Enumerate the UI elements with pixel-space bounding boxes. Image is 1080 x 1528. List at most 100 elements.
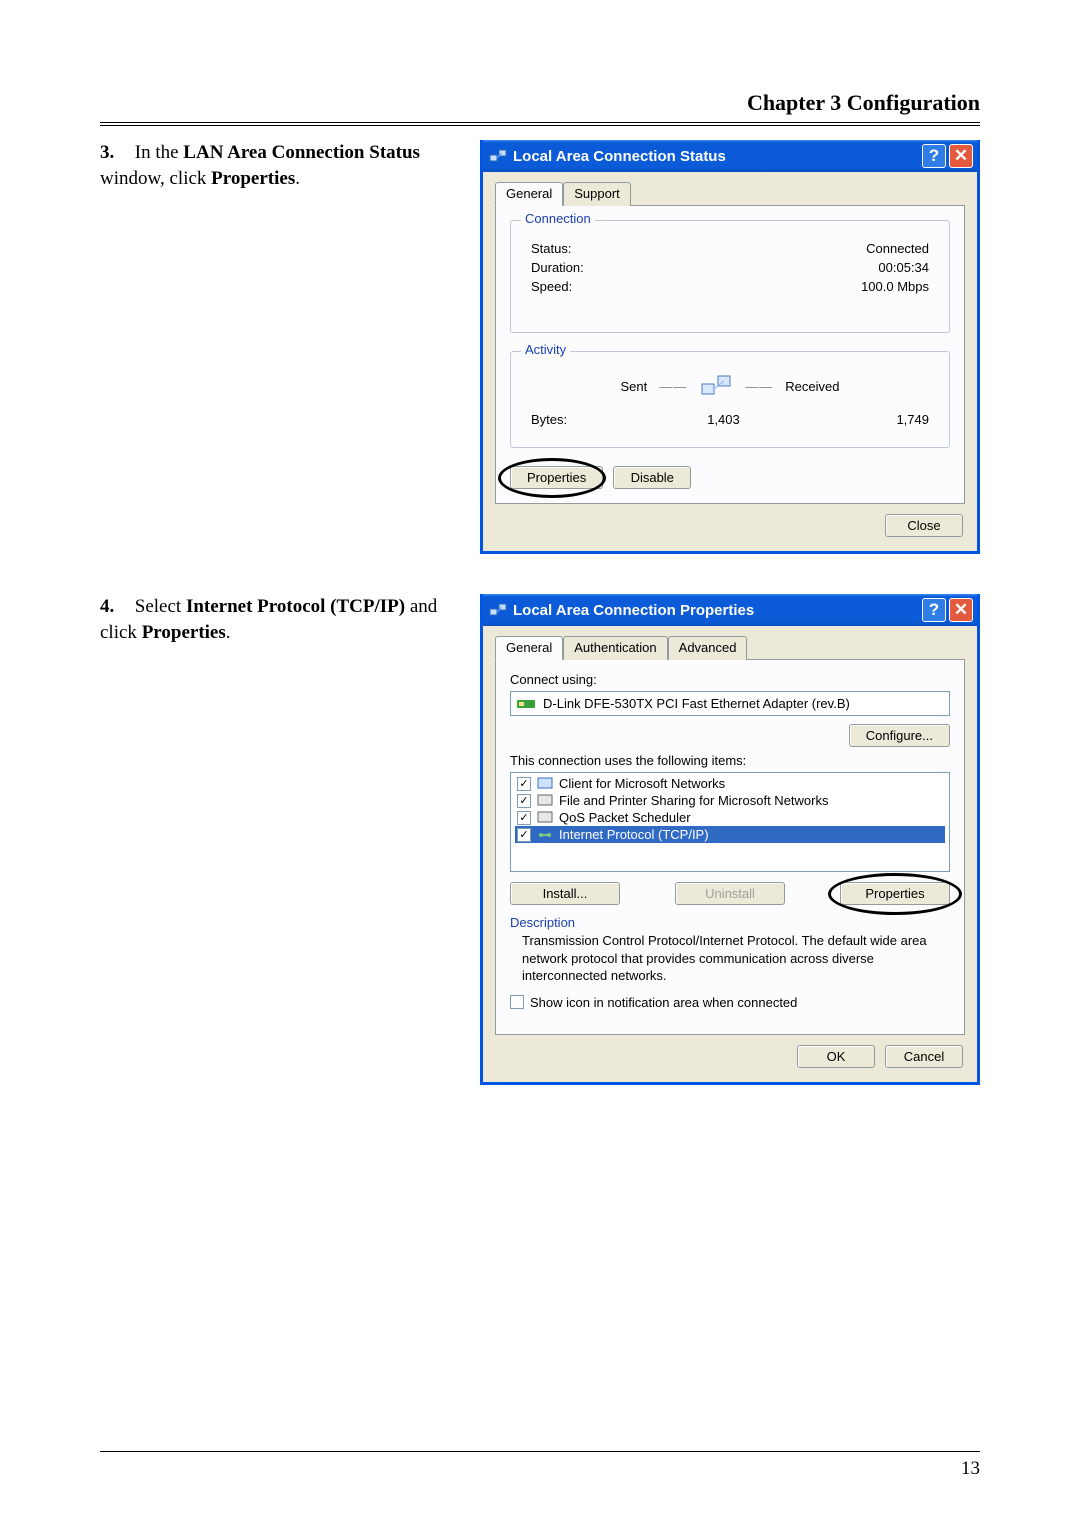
- ok-button[interactable]: OK: [797, 1045, 875, 1068]
- tab-support[interactable]: Support: [563, 182, 631, 206]
- item-properties-button[interactable]: Properties: [840, 882, 950, 905]
- props-window-screenshot: Local Area Connection Properties ? ✕ Gen…: [480, 594, 980, 1085]
- received-label: Received: [785, 379, 839, 394]
- connection-legend: Connection: [521, 211, 595, 226]
- step-3-text-b: window, click: [100, 168, 211, 189]
- props-window: Local Area Connection Properties ? ✕ Gen…: [480, 594, 980, 1085]
- checkbox-icon[interactable]: [517, 811, 531, 825]
- props-titlebar[interactable]: Local Area Connection Properties ? ✕: [483, 594, 977, 626]
- page-number: 13: [961, 1458, 980, 1480]
- status-title: Local Area Connection Status: [513, 148, 922, 165]
- status-window: Local Area Connection Status ? ✕ General…: [480, 140, 980, 554]
- help-button[interactable]: ?: [922, 144, 946, 168]
- uninstall-button: Uninstall: [675, 882, 785, 905]
- properties-button[interactable]: Properties: [510, 466, 603, 489]
- protocol-icon: [537, 828, 553, 842]
- step-3-bold-2: Properties: [211, 168, 295, 189]
- list-item-selected[interactable]: Internet Protocol (TCP/IP): [515, 826, 945, 843]
- props-tabs: General Authentication Advanced: [495, 636, 965, 660]
- adapter-field[interactable]: D-Link DFE-530TX PCI Fast Ethernet Adapt…: [510, 691, 950, 716]
- step-4-number: 4.: [100, 594, 130, 620]
- install-button[interactable]: Install...: [510, 882, 620, 905]
- close-button[interactable]: ✕: [949, 598, 973, 622]
- list-item[interactable]: File and Printer Sharing for Microsoft N…: [515, 792, 945, 809]
- status-value: Connected: [866, 241, 929, 256]
- show-icon-row[interactable]: Show icon in notification area when conn…: [510, 995, 950, 1010]
- service-icon: [537, 794, 553, 808]
- speed-label: Speed:: [531, 279, 572, 294]
- list-item[interactable]: Client for Microsoft Networks: [515, 775, 945, 792]
- step-4-text-c: .: [226, 622, 231, 643]
- step-3-instruction: 3. In the LAN Area Connection Status win…: [100, 140, 480, 191]
- step-4-instruction: 4. Select Internet Protocol (TCP/IP) and…: [100, 594, 480, 645]
- tab-authentication[interactable]: Authentication: [563, 636, 667, 660]
- configure-button[interactable]: Configure...: [849, 724, 950, 747]
- speed-value: 100.0 Mbps: [861, 279, 929, 294]
- checkbox-icon[interactable]: [517, 794, 531, 808]
- activity-group: Activity Sent —— —— Received: [510, 351, 950, 448]
- description-text: Transmission Control Protocol/Internet P…: [522, 932, 944, 985]
- close-button[interactable]: ✕: [949, 144, 973, 168]
- service-icon: [537, 811, 553, 825]
- disable-button[interactable]: Disable: [613, 466, 691, 489]
- close-window-button[interactable]: Close: [885, 514, 963, 537]
- adapter-icon: [517, 698, 535, 710]
- step-4-bold-1: Internet Protocol (TCP/IP): [186, 596, 405, 617]
- header-rule: [100, 122, 980, 126]
- step-4-bold-2: Properties: [142, 622, 226, 643]
- tab-general[interactable]: General: [495, 182, 563, 206]
- cancel-button[interactable]: Cancel: [885, 1045, 963, 1068]
- status-tabs: General Support: [495, 182, 965, 206]
- tab-general[interactable]: General: [495, 636, 563, 660]
- status-titlebar[interactable]: Local Area Connection Status ? ✕: [483, 140, 977, 172]
- step-3-text-a: In the: [135, 142, 184, 163]
- status-window-screenshot: Local Area Connection Status ? ✕ General…: [480, 140, 980, 554]
- activity-line-right: ——: [745, 379, 773, 394]
- network-icon: [489, 147, 507, 165]
- client-icon: [537, 777, 553, 791]
- status-bottom-row: Close: [495, 514, 965, 539]
- item-label: File and Printer Sharing for Microsoft N…: [559, 793, 828, 808]
- bytes-label: Bytes:: [531, 412, 567, 427]
- status-tab-panel: Connection Status: Connected Duration: 00:…: [495, 205, 965, 504]
- network-icon: [489, 601, 507, 619]
- item-label: Client for Microsoft Networks: [559, 776, 725, 791]
- help-button[interactable]: ?: [922, 598, 946, 622]
- checkbox-icon[interactable]: [510, 995, 524, 1009]
- bytes-sent: 1,403: [707, 412, 740, 427]
- activity-icon: [699, 372, 733, 400]
- chapter-header: Chapter 3 Configuration: [100, 90, 980, 122]
- step-3-number: 3.: [100, 140, 130, 166]
- step-3-text-c: .: [295, 168, 300, 189]
- status-label: Status:: [531, 241, 571, 256]
- checkbox-icon[interactable]: [517, 828, 531, 842]
- bytes-received: 1,749: [896, 412, 929, 427]
- sent-label: Sent: [621, 379, 648, 394]
- item-label: QoS Packet Scheduler: [559, 810, 691, 825]
- tab-advanced[interactable]: Advanced: [668, 636, 748, 660]
- checkbox-icon[interactable]: [517, 777, 531, 791]
- duration-label: Duration:: [531, 260, 584, 275]
- activity-line-left: ——: [659, 379, 687, 394]
- list-item[interactable]: QoS Packet Scheduler: [515, 809, 945, 826]
- props-bottom-row: OK Cancel: [495, 1045, 965, 1070]
- props-title: Local Area Connection Properties: [513, 602, 922, 619]
- show-icon-label: Show icon in notification area when conn…: [530, 995, 797, 1010]
- item-buttons: Install... Uninstall Properties: [510, 882, 950, 905]
- connection-group: Connection Status:Connected Duration:00:…: [510, 220, 950, 333]
- status-button-row: Properties Disable: [510, 466, 950, 489]
- activity-legend: Activity: [521, 342, 570, 357]
- step-4-row: 4. Select Internet Protocol (TCP/IP) and…: [100, 594, 980, 1085]
- step-3-bold-1: LAN Area Connection Status: [183, 142, 420, 163]
- step-4-text-a: Select: [135, 596, 186, 617]
- props-tab-panel: Connect using: D-Link DFE-530TX PCI Fast…: [495, 659, 965, 1035]
- step-3-row: 3. In the LAN Area Connection Status win…: [100, 140, 980, 554]
- item-label: Internet Protocol (TCP/IP): [559, 827, 709, 842]
- items-label: This connection uses the following items…: [510, 753, 950, 768]
- connect-using-label: Connect using:: [510, 672, 950, 687]
- footer-rule: [100, 1451, 980, 1452]
- description-label: Description: [510, 915, 950, 930]
- adapter-name: D-Link DFE-530TX PCI Fast Ethernet Adapt…: [543, 696, 850, 711]
- items-list[interactable]: Client for Microsoft Networks File and P…: [510, 772, 950, 872]
- duration-value: 00:05:34: [878, 260, 929, 275]
